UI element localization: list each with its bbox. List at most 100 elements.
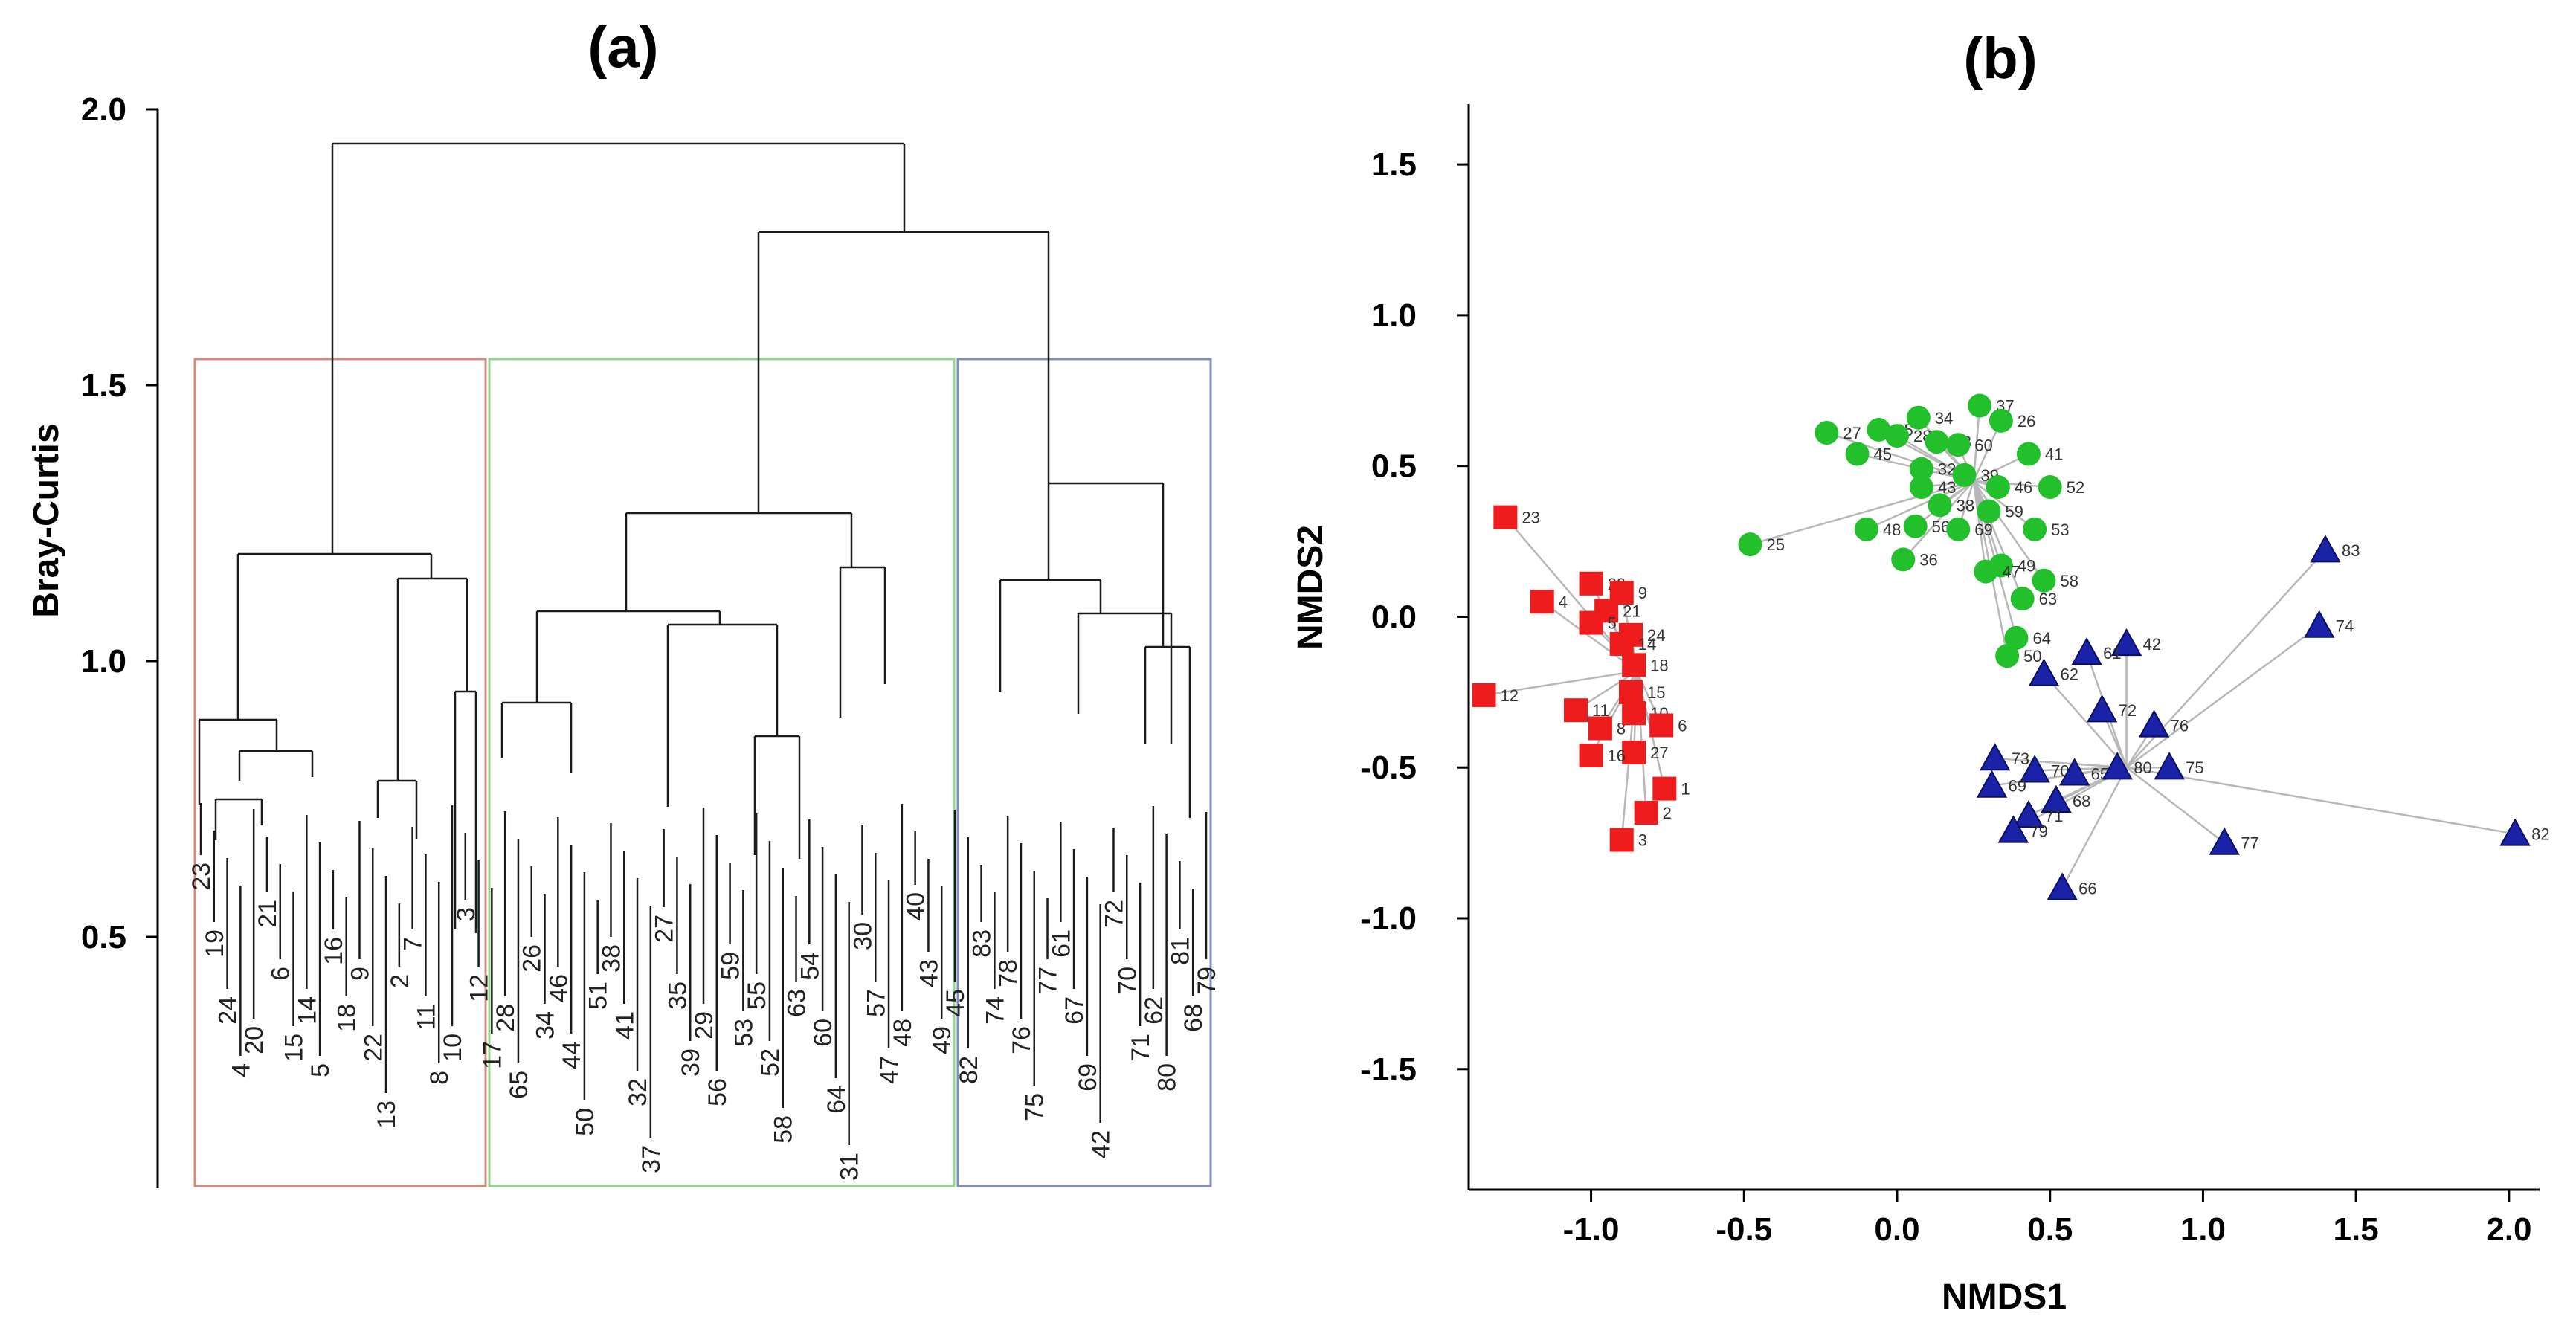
leaf-label: 35	[663, 982, 692, 1010]
leaf-label: 11	[412, 1004, 440, 1030]
leaf-label: 53	[730, 1019, 758, 1047]
point-label: 58	[2060, 572, 2078, 590]
point-label: 60	[1974, 436, 1992, 454]
red-square-marker	[1622, 701, 1646, 726]
point-label: 61	[2103, 644, 2121, 663]
nmds-x-tick-label: 0.5	[2027, 1211, 2073, 1248]
leaf-label: 2	[386, 974, 414, 988]
leaf-label: 77	[1034, 967, 1063, 995]
point-label: 74	[2336, 617, 2354, 636]
point-label: 27	[1843, 424, 1861, 442]
green-circle-marker	[1925, 430, 1949, 454]
leaf-label: 54	[796, 952, 824, 980]
red-square-marker	[1622, 653, 1646, 677]
red-square-marker	[1579, 610, 1603, 635]
red-square-marker	[1609, 828, 1634, 852]
blue-triangle-marker	[2102, 752, 2133, 780]
leaf-label: 32	[624, 1078, 652, 1106]
dendro-link	[1047, 482, 1165, 647]
green-circle-marker	[1854, 517, 1878, 541]
point-label: 79	[2029, 822, 2047, 840]
spider-line	[2043, 673, 2128, 769]
red-square-marker	[1588, 716, 1612, 741]
leaf-label: 26	[518, 944, 547, 973]
spider-line	[1972, 480, 2045, 581]
green-circle-marker	[2010, 587, 2035, 611]
leaf-label: 30	[849, 922, 877, 950]
leaf-label: 24	[214, 996, 242, 1025]
nmds-x-tick-label: 2.0	[2486, 1211, 2531, 1248]
green-circle-marker	[1974, 559, 1998, 584]
leaf-label: 67	[1060, 996, 1089, 1025]
dendro-link	[666, 623, 779, 807]
leaf-label: 23	[187, 863, 216, 891]
nmds-ticks: -1.0 -0.5 0.0 0.5 1.0 1.5 2.0 1.5 1.0 0.5 0.0 -0.5 -…	[1360, 146, 2531, 1248]
leaf-label: 78	[994, 959, 1023, 987]
leaf-label: 43	[915, 959, 943, 987]
green-circle-marker	[2016, 442, 2041, 466]
dendro-link	[376, 779, 418, 839]
point-label: 83	[2342, 541, 2360, 560]
point-label: 42	[2143, 635, 2161, 654]
spider-line	[1750, 480, 1974, 546]
point-label: 50	[2023, 647, 2041, 666]
leaf-label: 34	[532, 1011, 560, 1040]
spider-line	[2125, 767, 2225, 844]
red-square-marker	[1493, 505, 1518, 529]
blue-triangle-marker	[2110, 628, 2142, 657]
point-label: 23	[1522, 509, 1539, 527]
leaf-label: 44	[558, 1041, 586, 1069]
leaf-label: 49	[928, 1026, 956, 1054]
red-square-marker	[1609, 631, 1634, 656]
dendro-link	[625, 512, 853, 611]
red-square-marker	[1579, 571, 1603, 596]
point-label: 72	[2119, 701, 2137, 720]
green-circle-marker	[1946, 433, 1971, 457]
red-square-marker	[1634, 801, 1658, 825]
point-label: 69	[1974, 521, 1992, 539]
point-label: 26	[2018, 412, 2035, 431]
spider-line	[1973, 480, 2035, 530]
point-label: 52	[2067, 478, 2084, 497]
point-label: 59	[2005, 503, 2023, 521]
green-circle-marker	[1909, 457, 1933, 481]
point-label: 15	[1647, 683, 1665, 702]
spider-line	[1972, 405, 1981, 482]
spider-line	[1902, 480, 1974, 561]
green-circle-marker	[1977, 499, 2001, 523]
leaf-label: 38	[597, 944, 625, 973]
point-label: 49	[2018, 557, 2035, 576]
green-circle-marker	[1968, 393, 1992, 418]
point-label: 18	[1650, 656, 1668, 674]
leaf-label: 10	[439, 1034, 467, 1062]
leaf-label: 61	[1047, 929, 1075, 958]
red-square-marker	[1530, 590, 1554, 614]
dendro-link	[214, 798, 263, 840]
leaf-label: 12	[466, 974, 494, 1002]
red-square-marker	[1472, 683, 1496, 707]
leaf-label: 51	[585, 982, 613, 1010]
green-circle-marker	[1845, 442, 1870, 466]
leaf-label: 22	[359, 1034, 387, 1062]
blue-triangle-marker	[2499, 818, 2531, 846]
point-label: 1	[1681, 780, 1690, 799]
point-label: 47	[2002, 563, 2020, 581]
point-label: 2	[1663, 804, 1672, 822]
leaf-label: 71	[1127, 1034, 1155, 1062]
leaf-label: 47	[875, 1056, 904, 1084]
dendro-link	[1077, 612, 1173, 744]
point-label: 75	[2186, 758, 2203, 777]
blue-triangle-marker	[2154, 752, 2185, 780]
dendro-link	[454, 690, 477, 933]
point-label: 46	[2015, 478, 2032, 497]
dendro-link	[753, 735, 801, 859]
red-square-marker	[1619, 680, 1643, 704]
green-circle-marker	[1989, 408, 2013, 433]
leaf-label: 83	[968, 929, 996, 958]
leaf-label: 70	[1113, 967, 1142, 995]
leaf-label: 14	[293, 996, 321, 1025]
dendro-y-axis-title: Bray-Curtis	[27, 423, 66, 617]
leaf-label: 50	[571, 1108, 599, 1136]
leaf-label: 56	[703, 1078, 732, 1106]
blue-triangle-marker	[2013, 800, 2044, 828]
